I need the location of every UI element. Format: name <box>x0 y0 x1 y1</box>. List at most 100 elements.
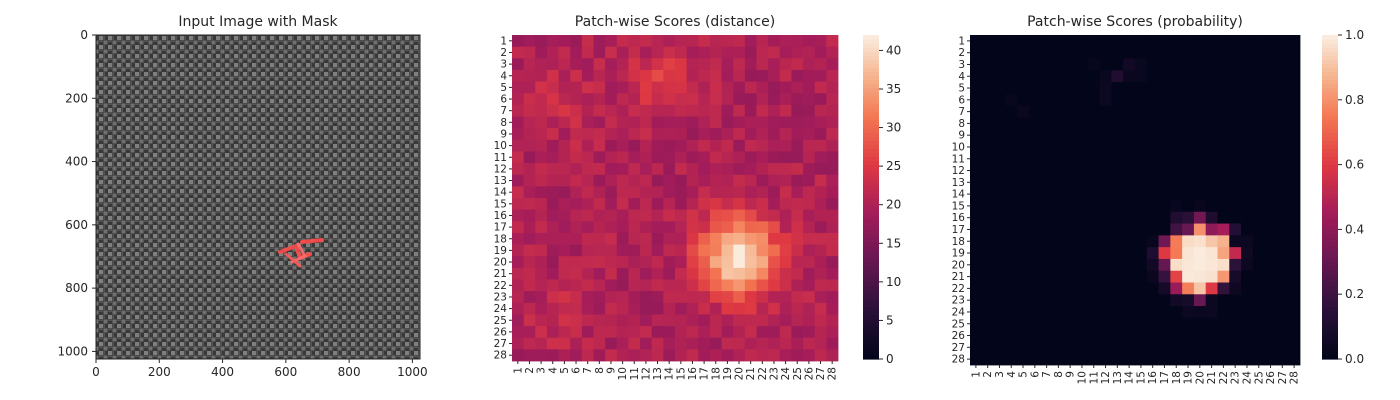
heatmap-cell <box>1099 223 1112 236</box>
heatmap-cell <box>675 69 688 82</box>
heatmap-cell <box>535 186 548 199</box>
heatmap-cell <box>826 116 839 129</box>
heatmap-cell <box>616 326 629 339</box>
heatmap-cell <box>803 58 816 71</box>
heatmap-cell <box>1170 141 1183 154</box>
heatmap-cell <box>981 176 994 189</box>
heatmap-cell <box>1005 70 1018 83</box>
heatmap-cell <box>512 46 525 59</box>
heatmap-cell <box>512 326 525 339</box>
heatmap-cell <box>546 244 559 257</box>
heatmap-cell <box>1040 353 1053 366</box>
heatmap-cell <box>803 232 816 245</box>
heatmap-cell <box>1111 46 1124 59</box>
colorbar-segment <box>863 176 879 182</box>
heatmap-cell <box>1017 247 1030 260</box>
heatmap-cell <box>1241 176 1254 189</box>
heatmap-cell <box>1146 70 1159 83</box>
heatmap-cell <box>570 209 583 222</box>
heatmap-cell <box>1099 353 1112 366</box>
heatmap-cell <box>558 58 571 71</box>
y-tick-label: 11 <box>952 153 965 165</box>
heatmap-cell <box>1217 329 1230 342</box>
heatmap-cell <box>1252 306 1266 319</box>
heatmap-cell <box>791 93 804 106</box>
heatmap-cell <box>616 46 629 59</box>
heatmap-cell <box>605 244 618 257</box>
heatmap-cell <box>593 314 606 327</box>
heatmap-cell <box>1040 152 1053 166</box>
heatmap-cell <box>686 279 699 292</box>
heatmap-cell <box>640 35 653 48</box>
heatmap-cell <box>616 232 629 245</box>
heatmap-cell <box>791 232 804 245</box>
heatmap-cell <box>1111 35 1124 48</box>
heatmap-cell <box>1217 247 1230 260</box>
heatmap-cell <box>512 93 525 106</box>
heatmap-cell <box>1264 235 1277 248</box>
heatmap-cell <box>1264 58 1277 71</box>
heatmap-cell <box>640 291 653 304</box>
heatmap-cell <box>523 151 536 164</box>
heatmap-cell <box>1288 306 1301 319</box>
heatmap-cell <box>1229 82 1242 95</box>
colorbar-segment <box>863 342 879 348</box>
heatmap-cell <box>744 279 757 292</box>
heatmap-cell <box>733 209 746 222</box>
heatmap-cell <box>546 221 559 234</box>
heatmap-cell <box>826 128 839 141</box>
heatmap-cell <box>1135 223 1148 236</box>
heatmap-cell <box>1064 211 1077 224</box>
heatmap-cell <box>651 198 664 211</box>
heatmap-cell <box>826 302 839 315</box>
heatmap-cell <box>523 279 536 292</box>
heatmap-cell <box>558 256 571 269</box>
heatmap-cell <box>1193 152 1207 166</box>
heatmap-cell <box>1205 188 1218 201</box>
colorbar-segment <box>863 209 879 214</box>
heatmap-cell <box>1052 247 1065 260</box>
heatmap-cell <box>779 326 792 339</box>
colorbar-segment <box>1322 225 1338 230</box>
heatmap-cell <box>1229 70 1242 83</box>
heatmap-cell <box>1087 211 1101 224</box>
heatmap-cell <box>1123 105 1136 118</box>
heatmap-cell <box>1276 294 1289 307</box>
heatmap-cell <box>1276 341 1289 354</box>
heatmap-cell <box>1099 152 1112 166</box>
heatmap-cell <box>970 164 983 177</box>
colorbar-segment <box>1322 180 1338 186</box>
heatmap-cell <box>1276 82 1289 95</box>
colorbar-segment <box>1322 237 1338 243</box>
heatmap-cell <box>1182 211 1195 224</box>
heatmap-cell <box>1229 152 1242 166</box>
heatmap-cell <box>814 279 827 292</box>
heatmap-cell <box>970 235 983 248</box>
heatmap-cell <box>768 163 781 176</box>
heatmap-cell <box>1217 223 1230 236</box>
heatmap-cell <box>1217 270 1230 283</box>
heatmap-cell <box>1005 258 1018 272</box>
colorbar-segment <box>863 201 879 206</box>
heatmap-cell <box>1158 317 1171 331</box>
heatmap-cell <box>1158 82 1171 95</box>
heatmap-cell <box>1028 235 1042 248</box>
heatmap-cell <box>1229 341 1242 354</box>
heatmap-cell <box>1146 176 1159 189</box>
heatmap-cell <box>686 198 699 211</box>
heatmap-cell <box>581 198 594 211</box>
heatmap-cell <box>1264 211 1277 224</box>
heatmap-cell <box>1099 141 1112 154</box>
heatmap-cell <box>1017 211 1030 224</box>
heatmap-cell <box>1170 164 1183 177</box>
heatmap-cell <box>651 349 664 362</box>
heatmap-cell <box>1087 35 1101 48</box>
heatmap-cell <box>698 116 711 129</box>
heatmap-cell <box>675 186 688 199</box>
heatmap-cell <box>546 198 559 211</box>
colorbar-tick-label: 0.0 <box>1345 352 1364 366</box>
heatmap-cell <box>1135 58 1148 71</box>
heatmap-cell <box>628 58 641 71</box>
heatmap-cell <box>1123 200 1136 213</box>
heatmap-cell <box>1252 129 1266 142</box>
